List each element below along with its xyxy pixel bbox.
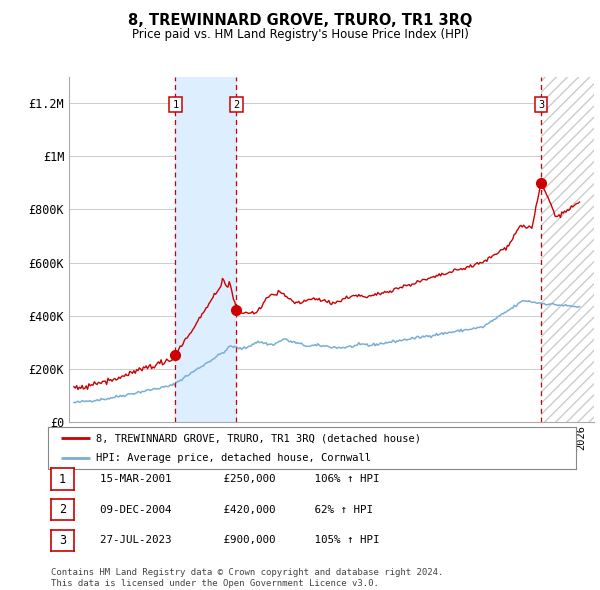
Text: Contains HM Land Registry data © Crown copyright and database right 2024.
This d: Contains HM Land Registry data © Crown c… bbox=[51, 568, 443, 588]
Text: 27-JUL-2023        £900,000      105% ↑ HPI: 27-JUL-2023 £900,000 105% ↑ HPI bbox=[87, 536, 380, 545]
Text: 15-MAR-2001        £250,000      106% ↑ HPI: 15-MAR-2001 £250,000 106% ↑ HPI bbox=[87, 474, 380, 484]
Text: 1: 1 bbox=[59, 473, 66, 486]
Text: 2: 2 bbox=[59, 503, 66, 516]
Bar bbox=[541, 77, 594, 422]
Text: 3: 3 bbox=[538, 100, 544, 110]
Text: 2: 2 bbox=[233, 100, 239, 110]
Text: 3: 3 bbox=[59, 534, 66, 547]
Bar bbox=[541, 77, 594, 422]
Text: 8, TREWINNARD GROVE, TRURO, TR1 3RQ (detached house): 8, TREWINNARD GROVE, TRURO, TR1 3RQ (det… bbox=[95, 433, 421, 443]
Text: 09-DEC-2004        £420,000      62% ↑ HPI: 09-DEC-2004 £420,000 62% ↑ HPI bbox=[87, 505, 373, 514]
Bar bbox=[175, 77, 236, 422]
Text: 1: 1 bbox=[172, 100, 179, 110]
Text: HPI: Average price, detached house, Cornwall: HPI: Average price, detached house, Corn… bbox=[95, 453, 371, 463]
Text: 8, TREWINNARD GROVE, TRURO, TR1 3RQ: 8, TREWINNARD GROVE, TRURO, TR1 3RQ bbox=[128, 13, 472, 28]
Text: Price paid vs. HM Land Registry's House Price Index (HPI): Price paid vs. HM Land Registry's House … bbox=[131, 28, 469, 41]
